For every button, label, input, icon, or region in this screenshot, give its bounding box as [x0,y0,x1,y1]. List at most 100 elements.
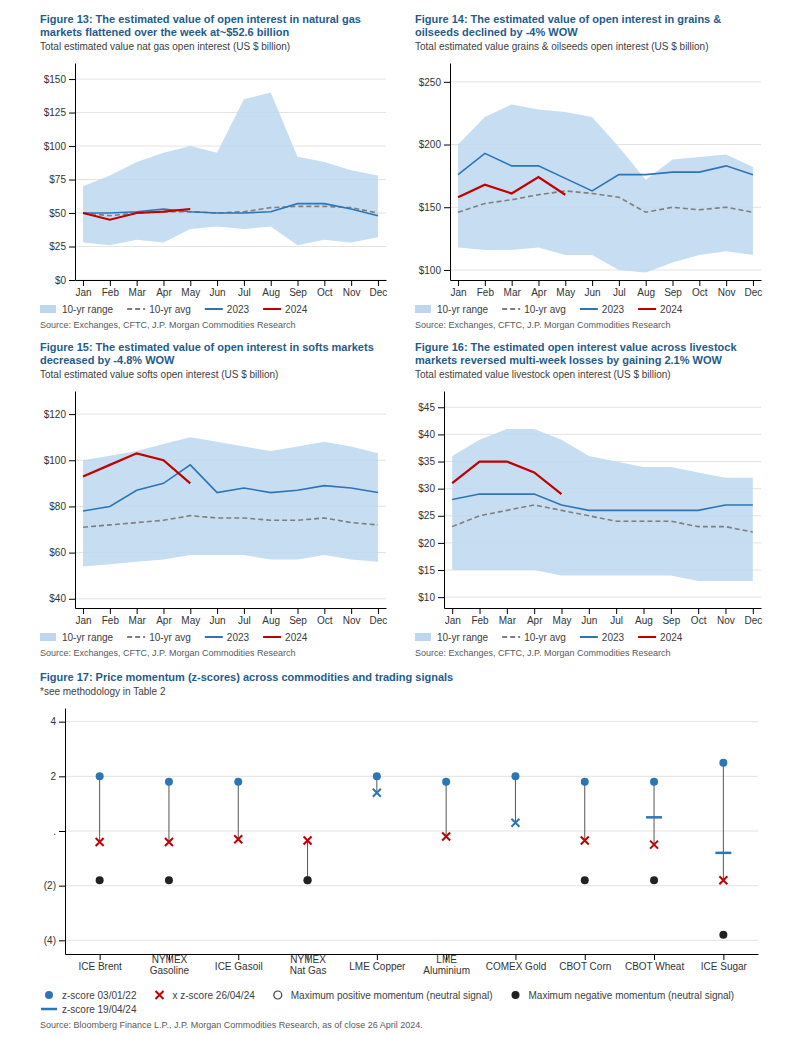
marker [719,759,727,767]
x-axis: JanFebMarAprMayJunJulAugSepOctNovDec [445,608,763,626]
tick-label: COMEX Gold [486,961,547,972]
series-markers [646,817,731,853]
tick-mark [69,113,75,114]
tick: Jun [585,280,601,298]
connector [168,782,169,842]
tick: Aug [262,608,280,626]
text-line: Figure 15: The estimated value of open i… [40,341,374,353]
tick-label: Mar [504,287,522,298]
grid [444,407,761,597]
legend-swatch [502,309,520,310]
legend-marker [45,991,53,999]
tick-mark [378,280,379,286]
tick-mark [163,280,164,286]
legend-item: 2024 [263,632,308,643]
range-area [452,429,753,581]
legend-swatch [263,309,281,310]
series-line [452,462,561,495]
tick: $25 [49,241,75,252]
tick-label-line: Nat Gas [290,965,327,976]
tick: Feb [102,608,120,626]
text-line: Figure 13: The estimated value of open i… [40,13,361,25]
tick-label: Sep [664,287,682,298]
tick: Mar [129,608,147,626]
legend-swatch [415,305,431,313]
tick: Mar [504,280,522,298]
legend-item: 2023 [580,304,625,315]
series-line [452,494,753,510]
grid-line [75,246,386,247]
connector [307,841,308,881]
tick-label: ICE Brent [78,961,122,972]
tick-mark [534,608,535,614]
tick: May [556,280,575,298]
series-line [83,465,378,511]
tick-mark [753,608,754,614]
tick-label: Apr [531,287,547,298]
legend-swatch [40,633,56,641]
grid-line [75,79,386,80]
legend-swatch-line [580,308,598,310]
legend-item: 2023 [205,304,250,315]
series-line [83,516,378,528]
legend-item: x z-score 26/04/24 [156,990,256,1001]
tick-label: $10 [418,592,435,603]
tick-label: $50 [49,208,66,219]
tick: CBOT Wheat [625,954,684,972]
tick: Nov [343,608,361,626]
tick-mark [699,280,700,286]
title: Figure 15: The estimated value of open i… [40,341,374,366]
tick-label: $100 [44,455,67,466]
tick-mark [725,608,726,614]
legend-swatch-line [205,308,223,310]
legend-swatch-line [502,308,520,310]
marker [511,772,519,780]
tick-label: Jul [238,615,251,626]
grid-line [65,940,758,941]
tick: $75 [49,174,75,185]
tick-label: Jul [610,615,623,626]
title: Figure 14: The estimated value of open i… [415,13,721,38]
marker [96,876,104,884]
legend-swatch [41,1009,57,1010]
tick-mark [673,280,674,286]
tick-mark [69,553,75,554]
legend-swatch [638,637,656,638]
connector [99,776,100,842]
legend-swatch [512,991,520,999]
tick-label: 2 [50,771,56,782]
legend-item: 10-yr range [40,304,114,315]
legend-swatch [127,637,145,638]
tick: CBOT Corn [559,954,611,972]
tick-mark [485,280,486,286]
tick-label: Dec [745,287,763,298]
tick: Nov [343,280,361,298]
tick-label: $75 [49,174,66,185]
legend-swatch [45,991,53,999]
tick-label: Jul [613,287,626,298]
series-line [83,204,378,216]
tick-label: Oct [692,287,708,298]
tick-mark [100,954,101,960]
tick-label: $25 [49,241,66,252]
tick: $40 [49,593,75,604]
tick: LMEAluminium [423,954,470,976]
tick-label: Oct [317,287,333,298]
grid-line [75,112,386,113]
tick: ICE Gasoil [215,954,263,972]
marker [581,778,589,786]
marker [715,852,731,855]
legend-marker [41,1008,57,1011]
tick-label: CBOT Wheat [625,961,684,972]
legend-swatch-line [638,308,656,310]
axis-line [76,608,387,609]
tick-label: Feb [477,287,495,298]
marker [650,876,658,884]
tick-label: Jan [445,615,461,626]
grid [75,79,386,280]
range-area [83,437,378,566]
annotation: Source: Exchanges, CFTC, J.P. Morgan Com… [415,648,670,658]
tick-label: $15 [418,565,435,576]
legend-item: 2023 [580,632,625,643]
tick-mark [324,280,325,286]
